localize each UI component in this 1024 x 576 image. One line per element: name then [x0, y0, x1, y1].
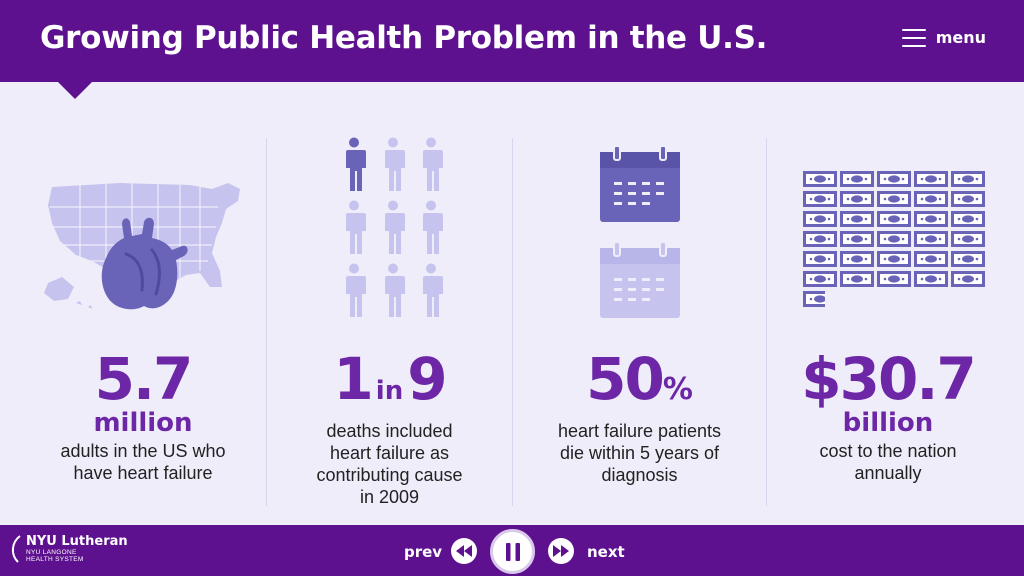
calendar-icon	[600, 241, 680, 318]
stat-description: adults in the US who have heart failure	[20, 440, 266, 484]
dollar-bill-icon	[877, 191, 911, 207]
column-divider	[266, 138, 267, 506]
dollar-bill-icon	[951, 191, 985, 207]
logo-swoosh-icon	[12, 535, 21, 563]
pause-icon	[505, 542, 520, 561]
dollar-bill-icon	[877, 251, 911, 267]
dollar-bill-icon	[840, 211, 874, 227]
dollar-bill-icon	[803, 211, 837, 227]
dollar-bill-icon	[951, 231, 985, 247]
stat-unit: billion	[842, 408, 934, 438]
header-bar	[0, 0, 1024, 82]
heart-icon	[101, 217, 188, 310]
dollar-bill-icon	[803, 191, 837, 207]
stat-description-line: die within 5 years of	[559, 443, 720, 463]
fast-forward-button[interactable]	[548, 538, 574, 564]
stat-description-line: adults in the US who	[60, 441, 226, 461]
person-icon	[342, 200, 366, 256]
stat-value: 1	[333, 345, 373, 413]
rewind-button[interactable]	[451, 538, 477, 564]
menu-button[interactable]: menu	[901, 28, 986, 47]
stat-description-line: cost to the nation	[819, 441, 957, 461]
stat-value: 5.7	[94, 345, 194, 413]
dollar-bill-icon	[951, 211, 985, 227]
dollar-bill-icon	[840, 191, 874, 207]
logo-sub: HEALTH SYSTEM	[26, 556, 84, 563]
dollar-bill-icon	[877, 211, 911, 227]
dollar-bill-icon	[914, 251, 948, 267]
person-icon	[419, 137, 443, 193]
stat-unit: in	[375, 376, 404, 406]
fast-forward-icon	[553, 545, 569, 557]
dollar-bill-icon	[840, 271, 874, 287]
dollar-bill-icon	[877, 231, 911, 247]
menu-label: menu	[935, 28, 986, 47]
stat-value: $30.7	[801, 345, 976, 413]
dollar-bill-icon	[803, 291, 825, 307]
dollar-bill-icon	[914, 211, 948, 227]
dollar-bill-icon	[803, 171, 837, 187]
person-icon	[419, 263, 443, 319]
stat-unit: %	[662, 372, 693, 407]
dollar-bill-icon	[914, 191, 948, 207]
pause-button[interactable]	[490, 529, 535, 574]
stat-description-line: have heart failure	[73, 463, 213, 483]
rewind-icon	[456, 545, 472, 557]
stat-description-line: in 2009	[359, 487, 420, 507]
logo-name: NYU Lutheran	[26, 534, 128, 549]
column-divider	[512, 138, 513, 506]
dollar-bill-icon	[840, 231, 874, 247]
person-icon	[381, 200, 405, 256]
person-icon	[419, 200, 443, 256]
page-title: Growing Public Health Problem in the U.S…	[40, 20, 768, 56]
dollar-bill-icon	[914, 271, 948, 287]
stat-description-line: annually	[854, 463, 922, 483]
dollar-bill-icon	[840, 171, 874, 187]
dollar-bill-icon	[951, 271, 985, 287]
person-icon	[381, 137, 405, 193]
person-icon	[342, 137, 366, 193]
person-icon	[381, 263, 405, 319]
dollar-bill-icon	[803, 271, 837, 287]
stat-description-line: deaths included	[326, 421, 453, 441]
stat-unit: million	[93, 408, 193, 438]
stat-value: 9	[407, 345, 447, 413]
dollar-bill-icon	[840, 251, 874, 267]
dollar-bill-icon	[951, 171, 985, 187]
stat-description-line: heart failure patients	[557, 421, 722, 441]
dollar-bill-icon	[914, 171, 948, 187]
dollar-bill-icon	[877, 271, 911, 287]
nyu-lutheran-logo[interactable]: NYU Lutheran NYU LANGONE HEALTH SYSTEM	[8, 534, 128, 564]
menu-icon	[901, 28, 926, 47]
prev-button[interactable]: prev	[404, 543, 443, 561]
person-icon	[342, 263, 366, 319]
header-notch	[58, 82, 92, 99]
stat-description-line: diagnosis	[601, 465, 678, 485]
stat-description: cost to the nation annually	[767, 440, 1009, 484]
stat-description-line: contributing cause	[316, 465, 463, 485]
stat-value-ratio: 1 in 9	[267, 350, 512, 408]
stat-description-line: heart failure as	[329, 443, 450, 463]
stat-value-percent: 50 %	[513, 350, 766, 408]
dollar-bill-icon	[803, 251, 837, 267]
stat-description: deaths included heart failure as contrib…	[267, 420, 512, 508]
dollar-bill-icon	[803, 231, 837, 247]
column-divider	[766, 138, 767, 506]
calendar-icon	[600, 145, 680, 222]
logo-sub: NYU LANGONE	[26, 549, 77, 556]
stat-value: 50	[586, 345, 665, 413]
dollar-bill-icon	[914, 231, 948, 247]
next-button[interactable]: next	[587, 543, 625, 561]
stat-description: heart failure patients die within 5 year…	[513, 420, 766, 486]
dollar-bill-icon	[877, 171, 911, 187]
dollar-bill-icon	[951, 251, 985, 267]
